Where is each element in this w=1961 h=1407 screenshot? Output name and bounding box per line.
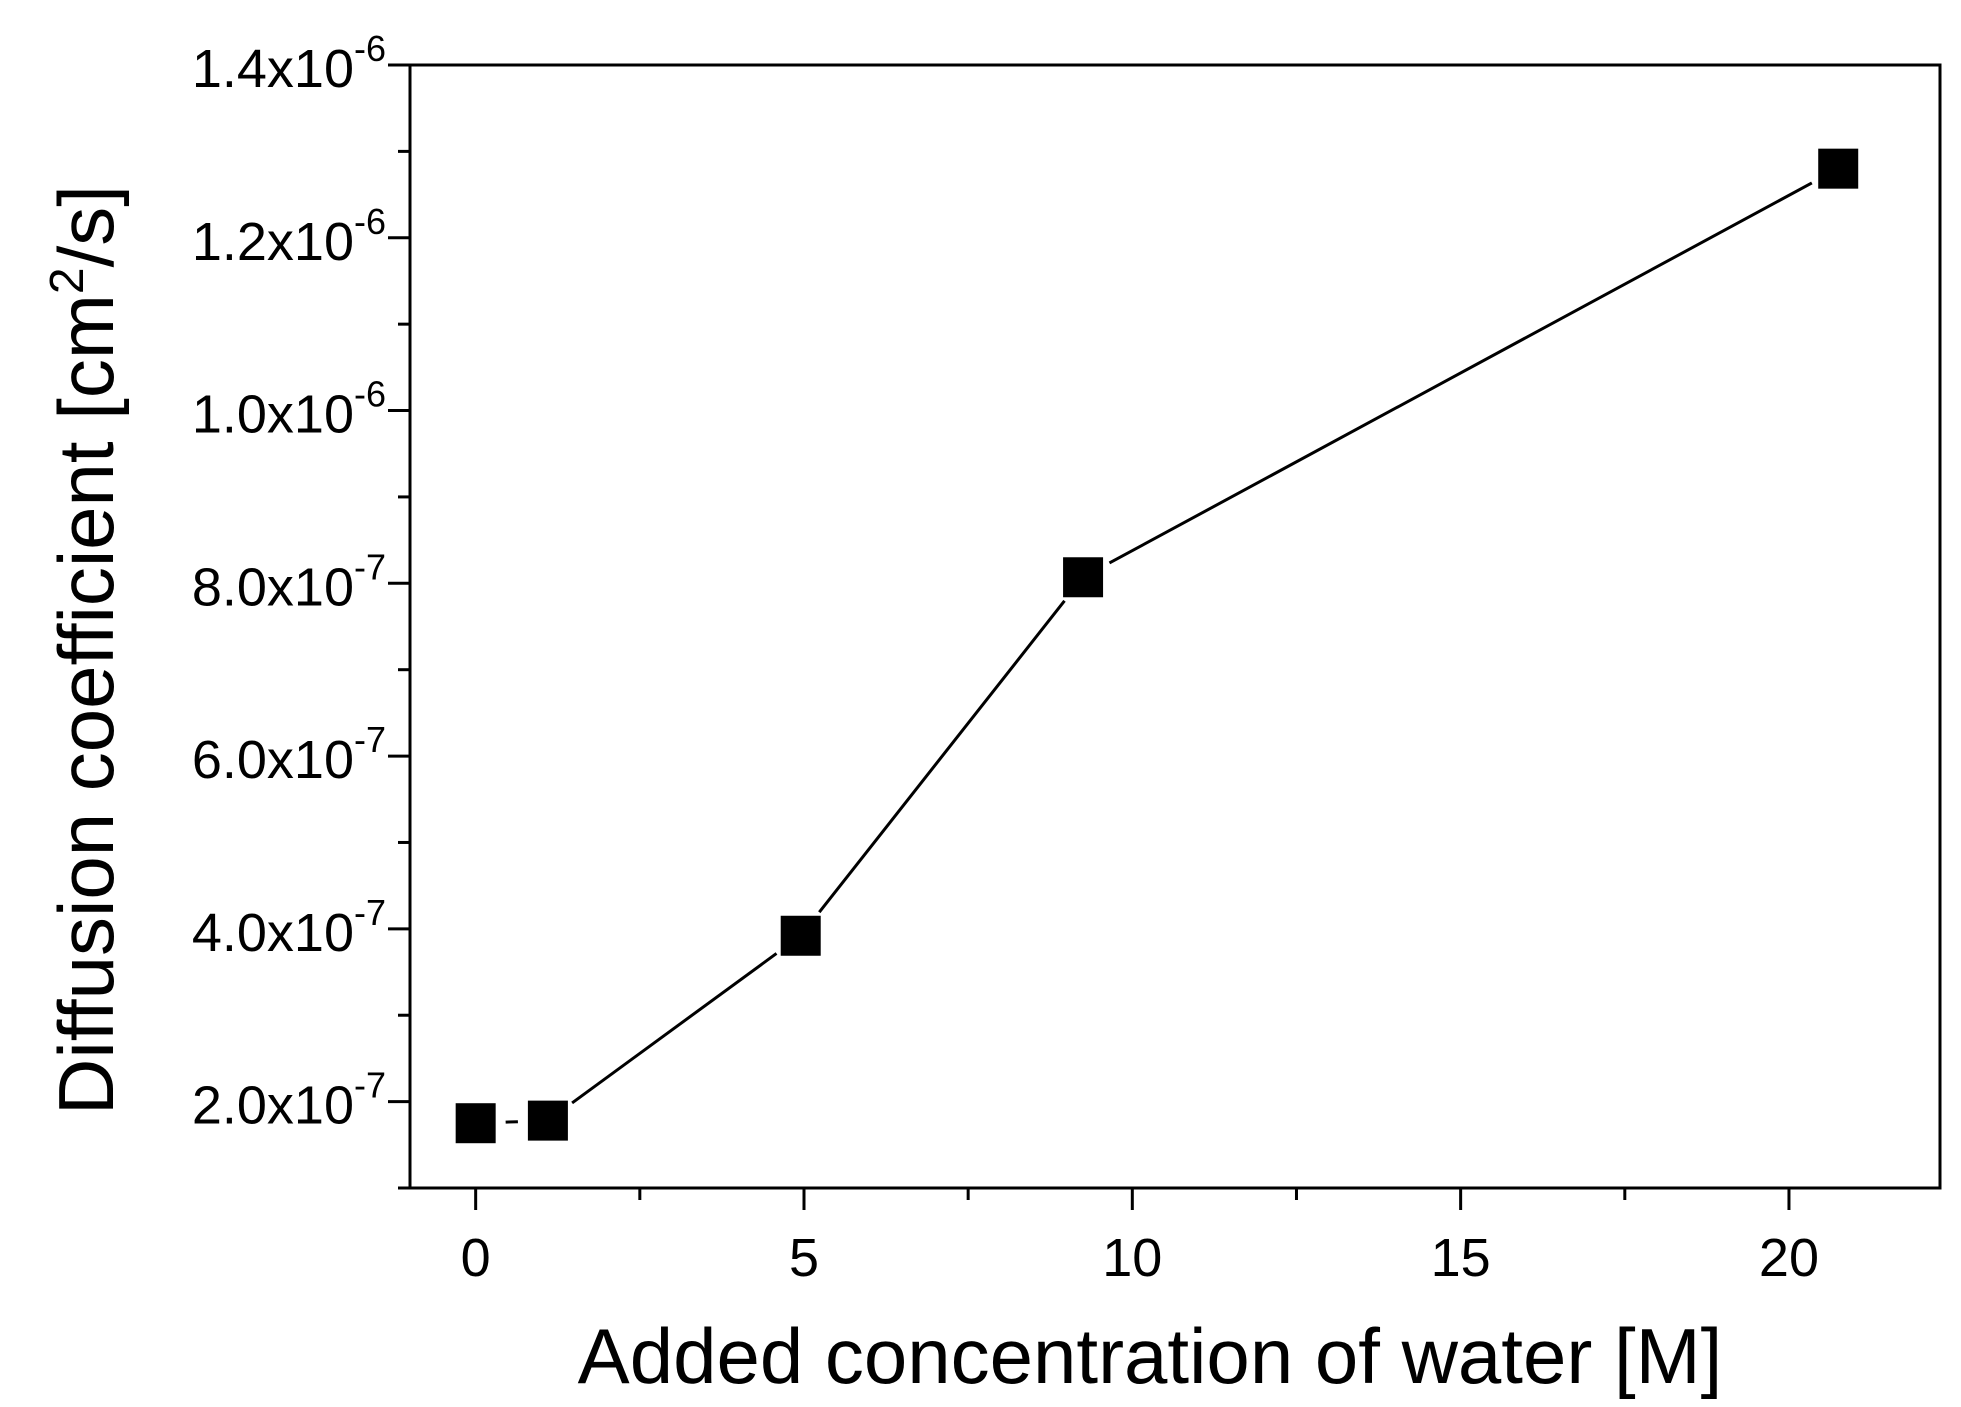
- y-axis-title-tail: /s]: [42, 185, 130, 267]
- y-tick-label: 1.2x10-6: [192, 201, 386, 272]
- y-tick-exponent: -7: [354, 719, 386, 760]
- plot-frame: [408, 63, 1942, 1190]
- y-axis-title-sup: 2: [41, 267, 94, 294]
- plot-border: [408, 63, 1942, 1190]
- y-tick-mantissa: 1.2x10: [192, 212, 354, 272]
- y-tick-mantissa: 2.0x10: [192, 1076, 354, 1136]
- y-tick-exponent: -6: [354, 28, 386, 69]
- y-tick-mantissa: 6.0x10: [192, 730, 354, 790]
- x-tick-label: 10: [1102, 1228, 1162, 1288]
- y-tick-exponent: -7: [354, 892, 386, 933]
- data-point-marker: [455, 1103, 496, 1144]
- data-point-marker: [1063, 557, 1104, 598]
- x-tick-label: 0: [461, 1228, 491, 1288]
- y-tick-exponent: -6: [354, 201, 386, 242]
- series-line-segment: [1108, 181, 1813, 565]
- x-tick-label: 5: [789, 1228, 819, 1288]
- y-tick-label: 6.0x10-7: [192, 719, 386, 790]
- series-line-segment: [818, 599, 1066, 914]
- y-tick-label: 1.0x10-6: [192, 374, 386, 445]
- y-axis: 2.0x10-74.0x10-76.0x10-78.0x10-71.0x10-6…: [192, 28, 410, 1190]
- y-tick-label: 2.0x10-7: [192, 1065, 386, 1136]
- y-tick-label: 4.0x10-7: [192, 892, 386, 963]
- y-tick-label: 1.4x10-6: [192, 28, 386, 99]
- x-axis: 0 5 10 15 20: [461, 1188, 1819, 1288]
- x-tick-label: 20: [1759, 1228, 1819, 1288]
- x-axis-title: Added concentration of water [M]: [578, 1312, 1723, 1400]
- x-tick-label: 15: [1431, 1228, 1491, 1288]
- y-tick-mantissa: 1.0x10: [192, 385, 354, 445]
- series-line-segment: [571, 952, 778, 1105]
- y-axis-title-main: Diffusion coefficient [cm: [42, 294, 130, 1115]
- y-tick-exponent: -7: [354, 1065, 386, 1106]
- y-tick-mantissa: 4.0x10: [192, 903, 354, 963]
- y-tick-label: 8.0x10-7: [192, 546, 386, 617]
- y-axis-title: Diffusion coefficient [cm2/s]: [41, 185, 130, 1115]
- data-point-marker: [527, 1100, 568, 1141]
- y-tick-exponent: -6: [354, 374, 386, 415]
- y-tick-mantissa: 8.0x10: [192, 557, 354, 617]
- y-tick-exponent: -7: [354, 546, 386, 587]
- y-tick-mantissa: 1.4x10: [192, 39, 354, 99]
- data-point-marker: [1818, 148, 1859, 189]
- data-point-marker: [780, 915, 821, 956]
- series-layer: [455, 148, 1859, 1144]
